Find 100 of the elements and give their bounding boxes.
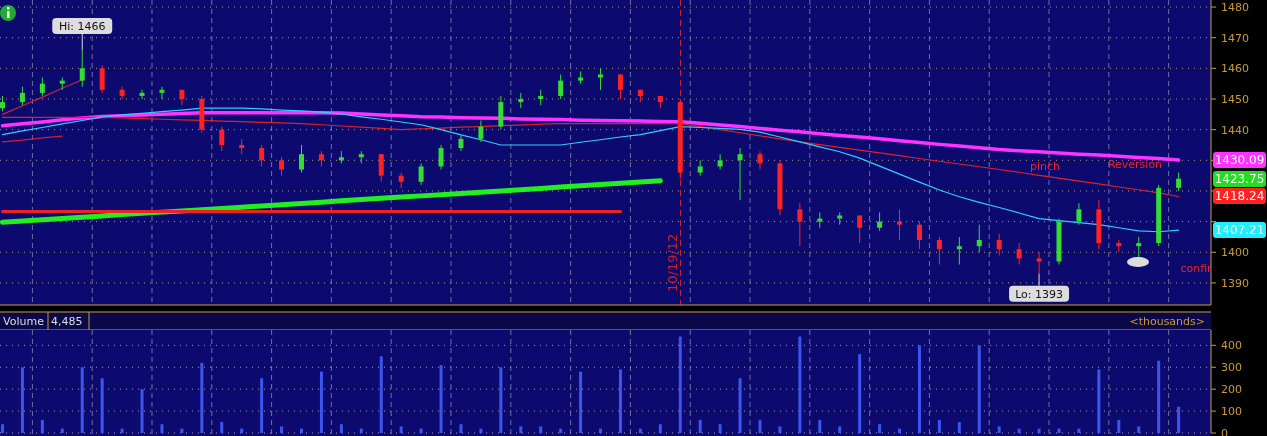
y-tick-label: 1390 bbox=[1221, 276, 1249, 290]
bar bbox=[399, 426, 403, 433]
candlestick bbox=[956, 236, 962, 266]
bar bbox=[200, 362, 204, 433]
bar bbox=[638, 428, 642, 433]
candlestick bbox=[139, 89, 145, 100]
y-tick-label: 400 bbox=[1221, 339, 1242, 353]
y-tick-label: 300 bbox=[1221, 361, 1242, 375]
bar bbox=[878, 424, 882, 433]
bar bbox=[140, 389, 144, 433]
bar bbox=[678, 336, 682, 433]
bar bbox=[319, 371, 323, 433]
candlestick bbox=[19, 86, 25, 106]
bar bbox=[220, 422, 224, 433]
bar bbox=[379, 356, 383, 433]
bar bbox=[698, 419, 702, 433]
candlestick bbox=[897, 208, 903, 241]
bar bbox=[280, 426, 284, 433]
bar bbox=[519, 426, 523, 433]
bar bbox=[997, 426, 1001, 433]
candlestick bbox=[478, 119, 484, 143]
candlestick bbox=[219, 126, 225, 152]
bar bbox=[658, 424, 662, 433]
bar bbox=[439, 365, 443, 433]
y-tick-label: 100 bbox=[1221, 404, 1242, 418]
candlestick bbox=[757, 150, 763, 171]
bar bbox=[20, 367, 24, 433]
candlestick bbox=[1016, 242, 1022, 266]
bar bbox=[339, 424, 343, 433]
bar bbox=[898, 428, 902, 433]
bar bbox=[40, 419, 44, 433]
bar bbox=[818, 419, 822, 433]
bar bbox=[579, 371, 583, 433]
candlestick bbox=[159, 86, 165, 100]
candlestick bbox=[279, 156, 285, 177]
bar bbox=[479, 428, 483, 433]
bar bbox=[1077, 428, 1081, 433]
bar bbox=[240, 428, 244, 433]
y-tick-label: 1470 bbox=[1221, 31, 1249, 45]
bar bbox=[718, 424, 722, 433]
bar bbox=[738, 378, 742, 433]
bar bbox=[459, 424, 463, 433]
bar bbox=[798, 336, 802, 433]
candlestick bbox=[1136, 236, 1142, 259]
annotation: Reversion bbox=[1107, 158, 1163, 171]
candlestick bbox=[877, 211, 883, 232]
bar bbox=[1037, 428, 1041, 433]
annotation: 10/19/12 bbox=[664, 233, 680, 292]
annotation: confir bbox=[1180, 262, 1213, 275]
y-tick-label: 0 bbox=[1221, 426, 1228, 436]
bar bbox=[100, 378, 104, 433]
candlestick bbox=[857, 214, 863, 244]
candlestick bbox=[558, 73, 564, 100]
bar bbox=[260, 378, 264, 433]
bar bbox=[1137, 426, 1141, 433]
bar bbox=[60, 428, 64, 433]
bar bbox=[120, 428, 124, 433]
bar bbox=[758, 419, 762, 433]
candlestick bbox=[1076, 202, 1082, 226]
bar bbox=[80, 367, 84, 433]
candlestick bbox=[39, 77, 45, 97]
candlestick bbox=[916, 221, 922, 250]
candlestick bbox=[299, 144, 304, 174]
y-tick-label: 1440 bbox=[1221, 123, 1249, 137]
bar bbox=[1097, 369, 1101, 433]
line-series bbox=[1, 107, 1180, 233]
bar bbox=[160, 424, 164, 433]
text: 1430.09 bbox=[1214, 153, 1265, 168]
y-tick-label: 1480 bbox=[1221, 0, 1249, 14]
bar bbox=[0, 424, 4, 433]
bar bbox=[599, 428, 603, 433]
bar bbox=[419, 428, 423, 433]
candlestick bbox=[79, 49, 85, 88]
bar bbox=[559, 428, 563, 433]
y-tick-label: 1460 bbox=[1221, 62, 1249, 76]
line-series bbox=[0, 111, 1181, 162]
candlestick bbox=[996, 233, 1002, 256]
candlestick bbox=[99, 64, 105, 94]
bar bbox=[300, 428, 303, 433]
annotation: Lo: 1393 bbox=[1015, 287, 1064, 301]
annotation: pinch bbox=[1029, 160, 1061, 173]
y-tick-label: 200 bbox=[1221, 383, 1242, 397]
text: 1418.24 bbox=[1214, 189, 1265, 204]
text: Volume bbox=[3, 315, 45, 328]
candlestick bbox=[418, 162, 424, 186]
candlestick bbox=[438, 144, 444, 171]
bar bbox=[1117, 419, 1121, 433]
y-tick-label: 1400 bbox=[1221, 246, 1249, 260]
candlestick bbox=[797, 202, 803, 247]
text: 1407.21 bbox=[1214, 223, 1265, 238]
candlestick bbox=[976, 224, 982, 253]
bar bbox=[858, 354, 862, 433]
bar bbox=[180, 428, 184, 433]
bar bbox=[618, 369, 622, 433]
bar bbox=[1057, 428, 1061, 433]
bar bbox=[499, 367, 503, 433]
bar bbox=[1157, 360, 1161, 433]
candlestick bbox=[598, 67, 604, 91]
candlestick bbox=[737, 147, 743, 201]
bar bbox=[359, 428, 363, 433]
